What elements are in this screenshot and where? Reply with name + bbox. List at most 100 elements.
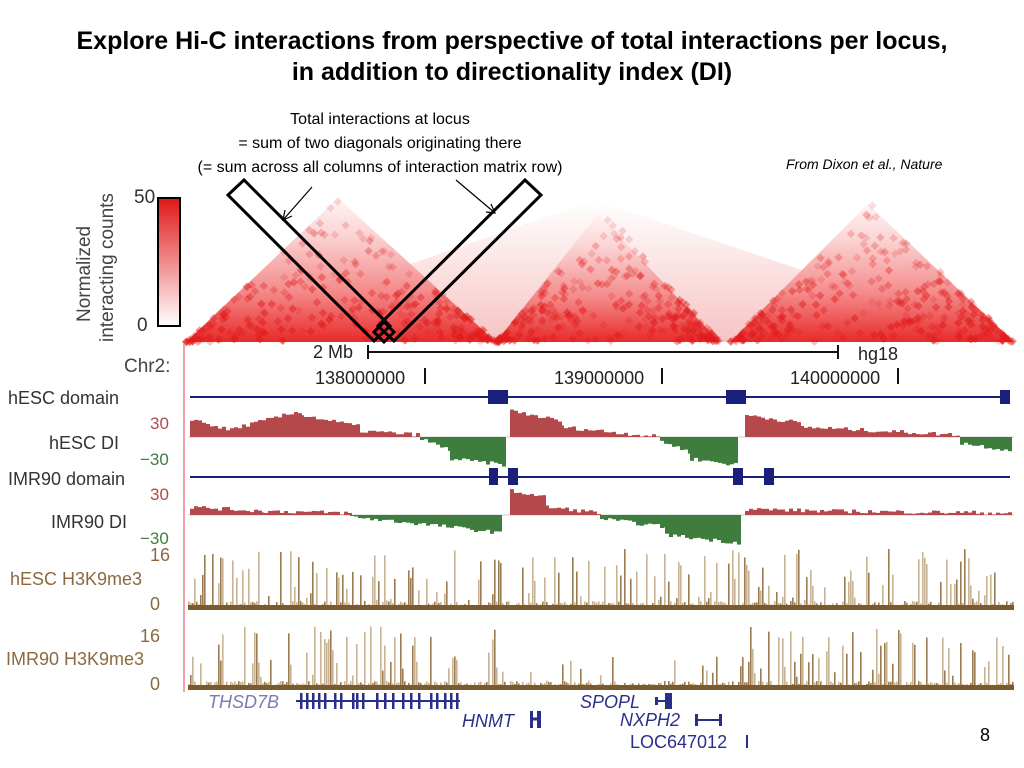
di-bar (816, 427, 820, 437)
di-bar (693, 515, 697, 539)
loc647012-exon (746, 735, 748, 748)
heatmap-pixel (579, 257, 589, 266)
heatmap-pixel (526, 317, 535, 327)
di-bar (238, 510, 242, 515)
heatmap-pixel (307, 313, 317, 322)
h3k9me3-bar (826, 651, 828, 690)
di-bar (370, 515, 374, 521)
di-bar (676, 437, 680, 447)
heatmap-pixel (783, 325, 793, 335)
heatmap-pixel (882, 256, 892, 265)
heatmap-pixel (397, 287, 407, 296)
h3k9me3-bar (580, 668, 582, 690)
di-bar (757, 416, 761, 437)
h3k9me3-bar (212, 553, 214, 610)
di-bar (482, 437, 486, 462)
di-bar (729, 515, 733, 544)
di-bar (518, 413, 522, 437)
di-bar (685, 515, 689, 538)
di-bar (781, 509, 785, 515)
h3k9me3-bar (876, 629, 878, 690)
di-bar (604, 432, 608, 437)
h3k9me3-bar (926, 637, 928, 690)
di-bar (1000, 437, 1004, 451)
di-bar (214, 508, 218, 515)
di-bar (844, 427, 848, 437)
heatmap-pixel (319, 321, 328, 330)
h3k9me3-bar (754, 673, 756, 690)
h3k9me3-bar (360, 575, 362, 610)
di-bar (390, 515, 394, 520)
heatmap-pixel (773, 294, 782, 304)
heatmap-pixel (336, 312, 346, 321)
heatmap-pixel (367, 288, 377, 298)
di-bar (589, 510, 593, 515)
di-bar (198, 420, 202, 437)
heatmap-pixel (967, 302, 976, 312)
tick-label-3: 140000000 (790, 368, 880, 388)
heatmap-pixel (260, 329, 269, 338)
heatmap-pixel (243, 282, 252, 291)
heatmap-pixel (896, 247, 905, 256)
heatmap-pixel (838, 333, 848, 342)
heatmap-pixel (393, 289, 403, 298)
di-bar (304, 511, 308, 515)
di-bar (366, 515, 370, 518)
di-bar (194, 506, 198, 515)
di-bar (709, 515, 713, 542)
di-bar (490, 515, 494, 534)
di-bar (761, 417, 765, 437)
h3k9me3-bar (320, 631, 322, 690)
heatmap-pixel (834, 253, 843, 262)
h3k9me3-bar (868, 572, 870, 610)
h3k9me3-bar (812, 654, 814, 690)
di-bar (486, 437, 490, 465)
heatmap-pixel (940, 312, 949, 322)
heatmap-pixel (777, 334, 786, 343)
di-bar (604, 515, 608, 521)
di-bar (980, 437, 984, 446)
thsd7b-exon (450, 693, 453, 709)
heatmap-pixel (477, 334, 487, 344)
h3k9me3-bar (834, 672, 836, 690)
h3k9me3-bar (468, 599, 470, 610)
di-bar (656, 436, 660, 437)
heatmap-pixel (267, 299, 276, 309)
heatmap-pixel (776, 313, 785, 322)
di-bar (680, 437, 684, 451)
di-bar (284, 511, 288, 515)
h3k9me3-bar (850, 570, 852, 610)
heatmap-pixel (578, 259, 587, 268)
heatmap-pixel (599, 320, 608, 330)
heatmap-pixel (894, 289, 903, 298)
colorbar-min: 0 (137, 315, 148, 336)
spopl-exon-2 (665, 693, 672, 709)
di-bar (344, 422, 348, 437)
di-bar (924, 513, 928, 515)
h3k9me3-bar (554, 557, 556, 610)
di-bar (1000, 513, 1004, 515)
di-bar (588, 430, 592, 437)
di-bar (538, 418, 542, 437)
di-bar (652, 434, 656, 437)
heatmap-pixel (905, 317, 914, 326)
di-bar (608, 515, 612, 519)
h3k9me3-bar (412, 567, 414, 610)
di-bar (665, 515, 669, 534)
heatmap-pixel (810, 337, 819, 346)
di-bar (462, 515, 466, 528)
di-bar (681, 515, 685, 536)
h3k9me3-bar (502, 671, 504, 690)
h3k9me3-bar (456, 659, 458, 690)
heatmap-pixel (769, 296, 778, 305)
heatmap-pixel (802, 284, 812, 293)
heatmap-pixel (377, 247, 387, 256)
di-bar (734, 437, 738, 464)
heatmap-pixel (689, 308, 699, 318)
h3k9me3-bar (416, 661, 418, 690)
heatmap-pixel (672, 310, 682, 319)
annotation-arrows (282, 179, 496, 222)
heatmap-pixel (497, 332, 507, 342)
h3k9me3-bar (306, 597, 308, 610)
h3k9me3-bar (492, 639, 494, 690)
